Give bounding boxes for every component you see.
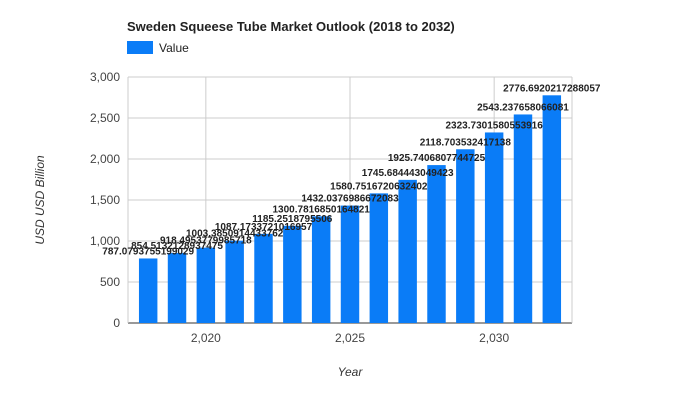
bar-2019[interactable] — [167, 252, 187, 323]
bar-2032[interactable] — [542, 95, 562, 323]
data-label-2023: 1185.2518795506 — [252, 214, 333, 225]
x-tick-label: 2,020 — [191, 331, 221, 345]
bars — [138, 95, 562, 323]
data-label-2020: 918.4953779985718 — [160, 236, 252, 247]
data-label-2019: 854.5132128937475 — [131, 241, 223, 252]
data-label-2018: 787.0793755199029 — [102, 246, 194, 257]
chart-title: Sweden Squeese Tube Market Outlook (2018… — [127, 19, 455, 34]
x-tick-label: 2,030 — [479, 331, 509, 345]
bar-2020[interactable] — [196, 247, 216, 323]
data-label-2022: 1087.1733721016957 — [215, 222, 313, 233]
y-tick-label: 1,500 — [90, 193, 120, 207]
data-label-2027: 1745.684443049423 — [362, 168, 454, 179]
bar-2028[interactable] — [427, 165, 446, 323]
data-label-2030: 2323.7301580553916 — [445, 120, 543, 131]
legend[interactable]: Value — [127, 41, 189, 55]
bar-2027[interactable] — [398, 179, 417, 323]
data-label-2026: 1580.7516720632402 — [330, 181, 428, 192]
y-tick-label: 3,000 — [90, 70, 120, 84]
bar-2029[interactable] — [456, 149, 475, 323]
y-axis-label: USD USD Billion — [33, 155, 47, 245]
legend-swatch-value — [127, 41, 153, 54]
y-axis-ticks: 0 500 1,000 1,500 2,000 2,500 3,000 — [90, 70, 120, 330]
data-label-2029: 2118.703532417138 — [420, 137, 512, 148]
data-label-2032: 2776.6920217288057 — [503, 83, 601, 94]
x-axis-ticks: 2,020 2,025 2,030 — [191, 331, 510, 345]
data-label-2028: 1925.7406807744725 — [388, 153, 486, 164]
x-tick-label: 2,025 — [335, 331, 365, 345]
y-tick-label: 500 — [100, 275, 120, 289]
y-tick-label: 2,500 — [90, 111, 120, 125]
data-label-2024: 1300.7816850164821 — [273, 204, 371, 215]
bar-2021[interactable] — [225, 240, 244, 323]
data-label-2031: 2543.237658066081 — [477, 102, 569, 113]
bar-2031[interactable] — [513, 114, 533, 323]
bar-2024[interactable] — [311, 216, 331, 323]
data-label-2025: 1432.0376986672083 — [301, 194, 399, 205]
legend-label-value: Value — [159, 41, 189, 55]
bar-2018[interactable] — [138, 258, 158, 323]
bar-2022[interactable] — [254, 233, 273, 323]
data-label-2021: 1003.3850914433762 — [186, 229, 284, 240]
data-labels: 787.0793755199029854.5132128937475918.49… — [102, 83, 601, 257]
bar-2026[interactable] — [369, 193, 389, 323]
bar-2023[interactable] — [283, 225, 302, 323]
y-tick-label: 2,000 — [90, 152, 120, 166]
y-tick-label: 0 — [113, 316, 120, 330]
bar-2030[interactable] — [484, 132, 504, 323]
x-axis-label: Year — [338, 365, 364, 379]
bar-2025[interactable] — [340, 205, 360, 323]
y-tick-label: 1,000 — [90, 234, 120, 248]
